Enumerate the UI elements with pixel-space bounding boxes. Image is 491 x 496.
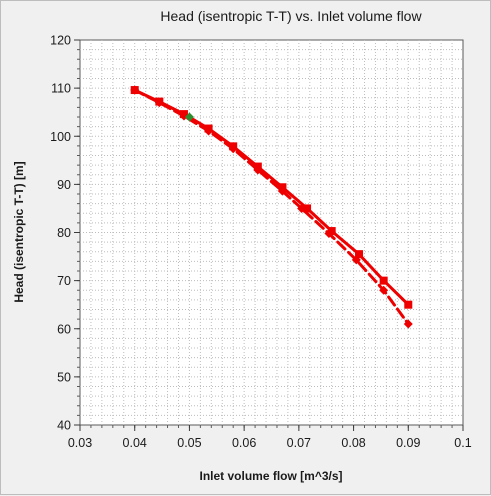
y-axis: 40 50 60 70 80 90 100 110 120 [50,34,80,433]
y-tick-label: 110 [51,82,71,96]
data-point-diamond [204,126,214,136]
x-axis-label: Inlet volume flow [m^3/s] [199,469,342,483]
x-tick-label: 0.09 [396,436,420,450]
data-point-diamond [130,85,140,95]
y-tick-label: 60 [57,322,71,336]
data-point-diamond [253,165,263,175]
data-point-square [379,276,388,285]
data-point-diamond [228,144,238,154]
data-point-diamond [277,186,287,196]
data-point-diamond [179,111,189,121]
data-point-diamond [154,98,164,108]
series-line-solid [133,88,410,307]
x-tick-label: 0.08 [341,436,365,450]
data-point-square [303,204,312,213]
y-tick-label: 50 [57,370,71,384]
y-tick-label: 90 [57,178,71,192]
x-tick-label: 0.05 [177,436,201,450]
data-point-square [327,227,336,236]
y-axis-label: Head (isentropic T-T) [m] [12,161,26,302]
y-tick-label: 80 [57,226,71,240]
data-point-diamond [324,228,334,238]
x-tick-label: 0.07 [287,436,311,450]
x-tick-label: 0.04 [123,436,147,450]
x-tick-label: 0.03 [68,436,92,450]
data-point-diamond [379,285,389,295]
chart-title: Head (isentropic T-T) vs. Inlet volume f… [160,8,422,24]
x-axis: 0.03 0.04 0.05 0.06 0.07 0.08 0.09 0.1 [68,425,472,450]
data-point-diamond [297,203,307,213]
series-layer [130,85,413,329]
series-line-dashed [133,88,410,326]
data-point-diamond [351,255,361,265]
y-tick-label: 120 [50,34,71,48]
y-tick-label: 40 [57,419,71,433]
y-tick-label: 100 [50,130,71,144]
grid [80,40,463,425]
data-point-square [355,250,364,259]
data-point-square [404,300,413,309]
x-tick-label: 0.1 [454,436,471,450]
highlight-point [184,112,194,122]
x-tick-label: 0.06 [232,436,256,450]
y-tick-label: 70 [57,274,71,288]
data-point-diamond [403,319,413,329]
